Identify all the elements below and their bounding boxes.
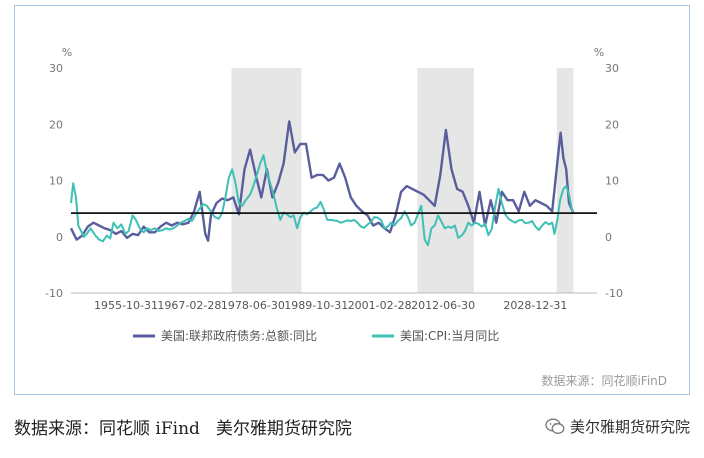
y-unit-right: % [594, 46, 604, 59]
wechat-watermark: 美尔雅期货研究院 [545, 416, 690, 437]
line-chart: -10 -10 0 0 10 10 20 20 30 30% % 1955-10-31 1967-02-… [45, 46, 667, 388]
y-tick-label-right: 30 [605, 62, 619, 75]
series-line-cpi [70, 154, 575, 247]
y-tick-label-right: -10 [605, 287, 623, 300]
y-tick-label-left: 0 [56, 231, 63, 244]
caption-org: 美尔雅期货研究院 [215, 419, 352, 439]
y-unit-left: % [62, 46, 72, 59]
legend-label: 美国:联邦政府债务:总额:同比 [161, 328, 317, 343]
wechat-name: 美尔雅期货研究院 [569, 418, 690, 436]
source-caption: 数据来源：同花顺 iFind 美尔雅期货研究院 [14, 414, 352, 439]
wechat-icon [545, 418, 565, 434]
y-tick-label-right: 0 [605, 231, 612, 244]
shaded-period [417, 68, 474, 293]
y-tick-label-left: 30 [49, 62, 63, 75]
y-tick-label-left: 10 [49, 175, 63, 188]
source-note: 数据来源：同花顺iFinD [541, 373, 667, 388]
x-tick-label: 2028-12-31 [503, 299, 567, 312]
shaded-period [556, 68, 574, 293]
series-line-debt [69, 120, 575, 242]
y-tick-label-left: -10 [45, 287, 63, 300]
legend-label: 美国:CPI:当月同比 [400, 329, 499, 343]
y-tick-label-right: 20 [605, 118, 619, 131]
x-tick-label: 2012-06-30 [411, 299, 475, 312]
x-tick-label: 1967-02-28 [157, 299, 221, 312]
x-tick-label: 1955-10-31 [94, 299, 158, 312]
caption-source: 数据来源：同花顺 iFind [14, 419, 200, 439]
chart-frame: -10 -10 0 0 10 10 20 20 30 30%% 1955-10-31 1967-02-… [14, 5, 690, 395]
y-tick-label-left: 20 [49, 118, 63, 131]
x-tick-label: 1989-10-31 [284, 299, 348, 312]
x-tick-label: 2001-02-28 [348, 299, 412, 312]
y-tick-label-right: 10 [605, 175, 619, 188]
x-tick-label: 1978-06-30 [221, 299, 285, 312]
